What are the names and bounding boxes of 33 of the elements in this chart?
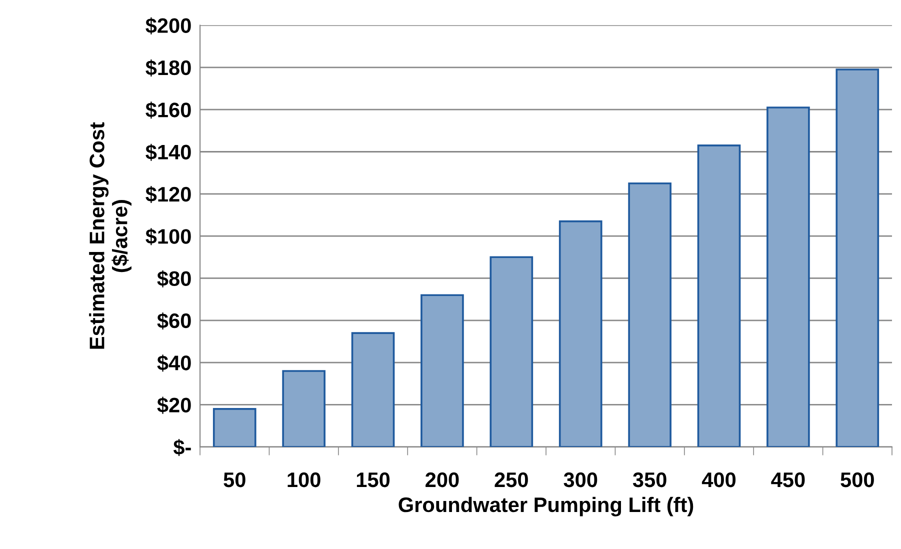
y-tick-label: $140	[146, 144, 191, 161]
bar	[836, 68, 880, 447]
bar	[420, 294, 464, 447]
bar	[697, 144, 741, 447]
y-tick-label: $200	[146, 17, 191, 34]
x-tick-label: 350	[632, 472, 666, 488]
x-tick-label: 50	[224, 472, 246, 488]
y-tick-label: $120	[146, 186, 191, 203]
bar	[766, 106, 810, 447]
y-tick-label: $160	[146, 102, 191, 119]
bar	[282, 370, 326, 447]
x-tick-label: 500	[840, 472, 874, 488]
bar	[628, 182, 672, 447]
x-tick-label: 450	[771, 472, 805, 488]
x-tick-label: 150	[356, 472, 390, 488]
y-tick-label: $100	[146, 228, 191, 246]
y-tick-label: $60	[157, 312, 191, 330]
bar	[351, 332, 395, 447]
x-tick-label: 200	[426, 472, 459, 488]
x-tick-label: 300	[564, 472, 598, 488]
y-tick-label: $180	[146, 60, 191, 77]
x-tick-label: 100	[288, 472, 320, 488]
y-tick-label: $40	[157, 354, 191, 372]
bar	[558, 220, 602, 447]
x-tick-label: 400	[702, 472, 736, 488]
x-tick-label: 250	[494, 472, 528, 488]
y-tick-label: $20	[157, 396, 191, 414]
bar	[490, 256, 534, 447]
bar	[212, 408, 256, 447]
y-tick-label: $80	[157, 270, 191, 288]
y-axis-title: Estimated Energy Cost ($/acre)	[89, 122, 132, 349]
x-axis-title: Groundwater Pumping Lift (ft)	[398, 496, 694, 516]
y-tick-label: $-	[173, 438, 191, 456]
